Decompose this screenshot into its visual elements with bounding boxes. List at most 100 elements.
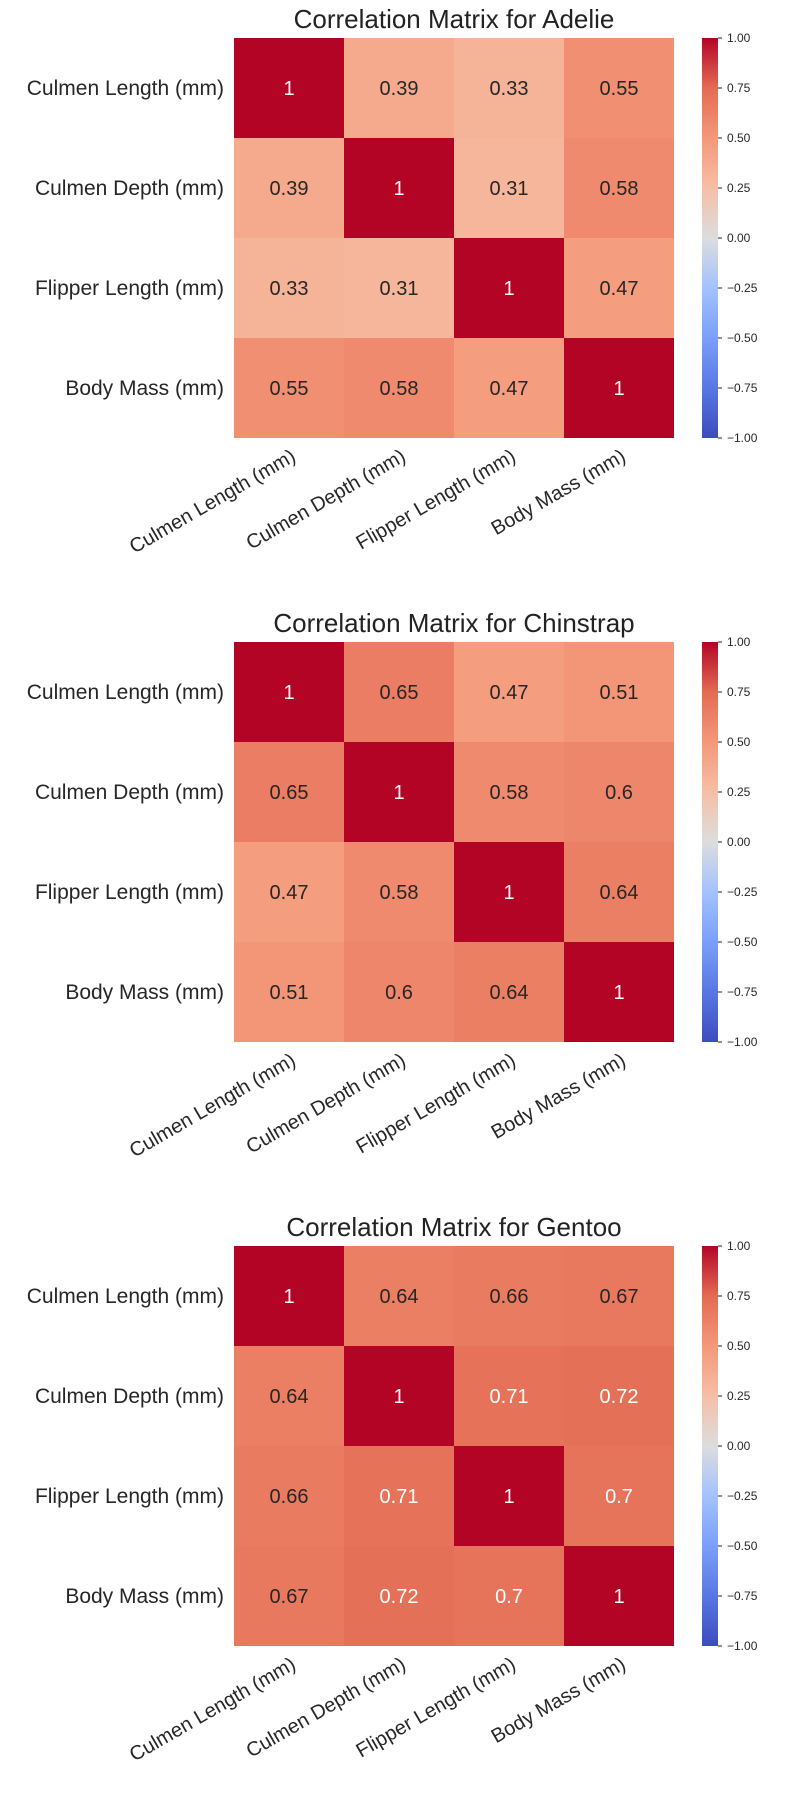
heatmap-cell <box>234 642 344 742</box>
cell-value-label: 1 <box>283 1286 294 1308</box>
row-tick-label: Flipper Length (mm) <box>35 1485 224 1508</box>
heatmap-cell <box>344 1246 454 1346</box>
cell-value-label: 1 <box>613 1586 624 1608</box>
colorbar-tick-label: −1.00 <box>727 1639 758 1653</box>
colorbar-tick-label: −0.25 <box>727 281 758 295</box>
colorbar-tick-label: −0.50 <box>727 1539 758 1553</box>
cell-value-label: 0.64 <box>490 982 529 1004</box>
cell-value-label: 0.66 <box>270 1486 309 1508</box>
heatmap-cell <box>234 1546 344 1646</box>
cell-value-label: 1 <box>393 1386 404 1408</box>
cell-value-label: 0.33 <box>490 78 529 100</box>
colorbar-tick-label: 0.25 <box>727 1389 751 1403</box>
cell-value-label: 0.47 <box>490 378 529 400</box>
heatmap-cell <box>454 942 564 1042</box>
cell-value-label: 0.31 <box>380 278 419 300</box>
cell-value-label: 0.47 <box>490 682 529 704</box>
cell-value-label: 1 <box>503 882 514 904</box>
colorbar-tick-label: 0.00 <box>727 231 751 245</box>
chart-title: Correlation Matrix for Gentoo <box>286 1212 621 1242</box>
heatmap-cell <box>564 842 674 942</box>
cell-value-label: 0.39 <box>380 78 419 100</box>
row-tick-label: Culmen Depth (mm) <box>35 177 224 200</box>
heatmap-cell <box>564 138 674 238</box>
colorbar-tick-label: −1.00 <box>727 431 758 445</box>
colorbar-tick-label: 0.75 <box>727 685 751 699</box>
heatmap-panel-3: Correlation Matrix for Gentoo 1 0.64 0.66 0.… <box>27 1212 758 1766</box>
heatmap-cell <box>234 1246 344 1346</box>
row-tick-label: Flipper Length (mm) <box>35 277 224 300</box>
cell-value-label: 0.6 <box>605 782 633 804</box>
colorbar-tick-label: 0.00 <box>727 1439 751 1453</box>
heatmap-cell <box>234 742 344 842</box>
colorbar-tick-label: 0.25 <box>727 181 751 195</box>
cell-value-label: 0.55 <box>600 78 639 100</box>
heatmap-cell <box>454 642 564 742</box>
heatmap-cell <box>564 1346 674 1446</box>
row-tick-label: Culmen Depth (mm) <box>35 1385 224 1408</box>
row-tick-label: Body Mass (mm) <box>65 377 224 400</box>
heatmap-cell <box>564 642 674 742</box>
heatmap-cell <box>234 1446 344 1546</box>
row-tick-label: Culmen Length (mm) <box>27 1285 224 1308</box>
heatmap-cell <box>344 238 454 338</box>
colorbar-tick-label: 0.50 <box>727 1339 751 1353</box>
heatmap-cell <box>454 238 564 338</box>
cell-value-label: 0.67 <box>600 1286 639 1308</box>
row-tick-label: Body Mass (mm) <box>65 981 224 1004</box>
cell-value-label: 0.64 <box>380 1286 419 1308</box>
cell-value-label: 0.51 <box>270 982 309 1004</box>
cell-value-label: 0.39 <box>270 178 309 200</box>
chart-title: Correlation Matrix for Adelie <box>294 4 615 34</box>
colorbar-tick-label: 1.00 <box>727 1239 751 1253</box>
colorbar-tick-label: −0.75 <box>727 381 758 395</box>
colorbar-tick-label: 0.50 <box>727 735 751 749</box>
cell-value-label: 0.71 <box>380 1486 419 1508</box>
colorbar-tick-label: 1.00 <box>727 31 751 45</box>
heatmap-cell <box>234 942 344 1042</box>
cell-value-label: 0.71 <box>490 1386 529 1408</box>
cell-value-label: 0.47 <box>270 882 309 904</box>
heatmap-cell <box>234 338 344 438</box>
cell-value-label: 0.7 <box>495 1586 523 1608</box>
heatmap-cell <box>564 238 674 338</box>
cell-value-label: 0.58 <box>380 378 419 400</box>
colorbar-tick-label: 0.00 <box>727 835 751 849</box>
cell-value-label: 1 <box>613 378 624 400</box>
cell-value-label: 0.33 <box>270 278 309 300</box>
heatmap-cell <box>234 842 344 942</box>
heatmap-cell <box>454 1446 564 1546</box>
heatmap-cell <box>234 38 344 138</box>
colorbar-tick-label: −0.25 <box>727 1489 758 1503</box>
heatmap-cell <box>454 842 564 942</box>
heatmap-cell <box>344 38 454 138</box>
colorbar-tick-label: 0.75 <box>727 1289 751 1303</box>
colorbar <box>702 642 718 1042</box>
heatmap-cell <box>344 1346 454 1446</box>
cell-value-label: 1 <box>393 178 404 200</box>
heatmap-cell <box>344 642 454 742</box>
cell-value-label: 0.7 <box>605 1486 633 1508</box>
heatmap-cell <box>454 742 564 842</box>
colorbar-tick-label: 0.75 <box>727 81 751 95</box>
heatmap-panel-2: Correlation Matrix for Chinstrap 1 0.65 0.4… <box>27 608 758 1162</box>
colorbar <box>702 1246 718 1646</box>
cell-value-label: 0.64 <box>270 1386 309 1408</box>
heatmap-cell <box>564 1546 674 1646</box>
heatmap-cell <box>454 1546 564 1646</box>
cell-value-label: 1 <box>503 1486 514 1508</box>
heatmap-cell <box>234 238 344 338</box>
cell-value-label: 0.55 <box>270 378 309 400</box>
cell-value-label: 1 <box>613 982 624 1004</box>
cell-value-label: 0.72 <box>600 1386 639 1408</box>
heatmap-cell <box>234 1346 344 1446</box>
cell-value-label: 0.65 <box>270 782 309 804</box>
heatmap-cell <box>454 138 564 238</box>
heatmap-panel-1: Correlation Matrix for Adelie 1 0.39 0.33 0.… <box>27 4 758 558</box>
heatmap-cell <box>454 38 564 138</box>
cell-value-label: 0.47 <box>600 278 639 300</box>
colorbar-tick-label: 0.25 <box>727 785 751 799</box>
cell-value-label: 0.58 <box>380 882 419 904</box>
heatmap-cell <box>234 138 344 238</box>
